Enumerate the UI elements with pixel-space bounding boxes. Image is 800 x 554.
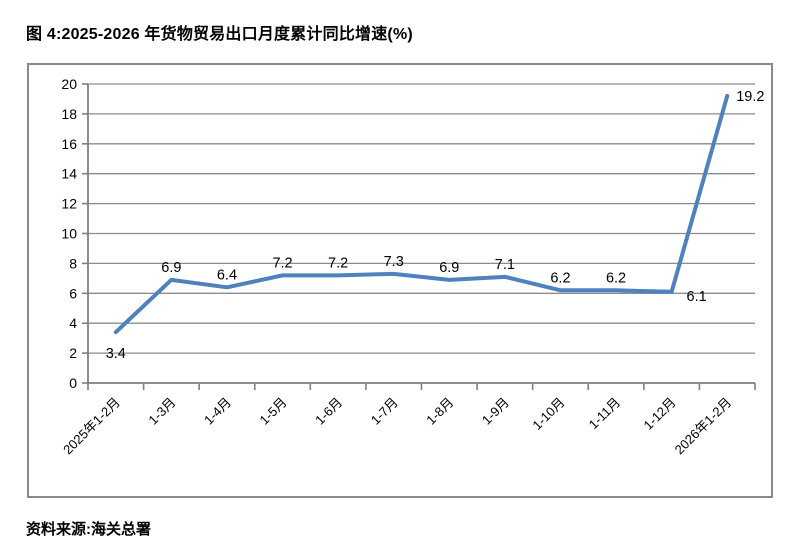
data-label: 7.2: [272, 255, 292, 271]
x-tick-label: 1-8月: [423, 395, 456, 428]
y-tick-label: 10: [61, 226, 77, 242]
y-tick-label: 2: [69, 345, 77, 361]
data-label: 6.9: [439, 260, 459, 276]
figure-title: 图 4:2025-2026 年货物贸易出口月度累计同比增速(%): [26, 26, 413, 43]
data-label: 3.4: [106, 346, 126, 362]
data-label: 7.2: [328, 255, 348, 271]
x-tick-label: 1-4月: [201, 395, 234, 428]
y-tick-label: 18: [61, 106, 77, 122]
x-tick-label: 1-7月: [368, 395, 401, 428]
data-label: 6.2: [606, 270, 626, 286]
source-note: 资料来源:海关总署: [26, 521, 151, 538]
y-tick-label: 8: [69, 255, 77, 271]
x-tick-label: 1-6月: [312, 395, 345, 428]
x-tick-label: 1-11月: [586, 395, 624, 433]
data-label: 7.1: [495, 257, 515, 273]
y-tick-label: 6: [69, 285, 77, 301]
chart-frame: 0 2 4 6 8 10 12 14 16 18 20 2025年1-2月 1-3月 1-4月 1-5月 1-…: [27, 63, 773, 498]
y-tick-label: 20: [61, 76, 77, 92]
x-tick-label: 1-3月: [145, 395, 178, 428]
x-tick-label: 2026年1-2月: [672, 395, 735, 458]
x-tick-label: 1-12月: [641, 395, 679, 433]
y-tick-label: 12: [61, 196, 77, 212]
series-line: [113, 93, 730, 335]
y-tick-label: 14: [61, 166, 77, 182]
y-tick-label: 4: [69, 315, 77, 331]
data-label: 19.2: [736, 89, 764, 105]
y-tick-label: 0: [69, 375, 77, 391]
x-tick-label: 1-10月: [529, 395, 567, 433]
data-label: 7.3: [384, 254, 404, 270]
data-label: 6.4: [217, 267, 237, 283]
line-chart: 0 2 4 6 8 10 12 14 16 18 20 2025年1-2月 1-3月 1-4月 1-5月 1-…: [60, 76, 764, 458]
x-tick-label: 2025年1-2月: [60, 395, 123, 458]
data-label: 6.2: [550, 270, 570, 286]
x-tick-label: 1-5月: [257, 395, 290, 428]
y-tick-label: 16: [61, 136, 77, 152]
x-tick-label: 1-9月: [479, 395, 512, 428]
data-label: 6.9: [161, 260, 181, 276]
data-label: 6.1: [687, 289, 707, 305]
